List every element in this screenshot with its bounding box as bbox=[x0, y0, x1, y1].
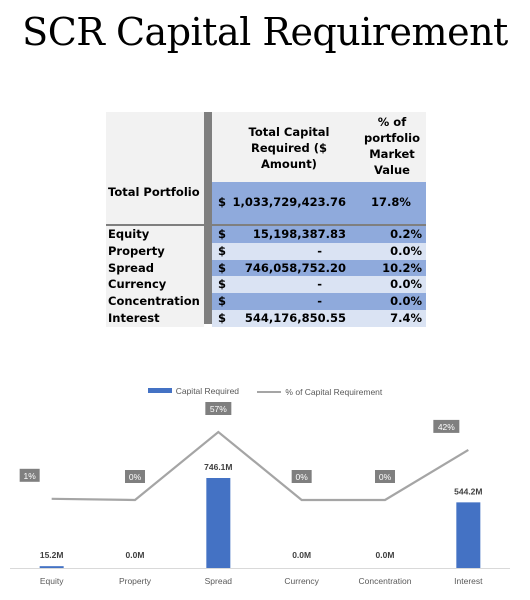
line-value-label: 0% bbox=[379, 472, 392, 482]
table-row-amount: 15,198,387.83 bbox=[252, 227, 346, 241]
category-label: Equity bbox=[40, 576, 64, 586]
line-value-label: 0% bbox=[296, 472, 309, 482]
table-row-amount: 746,058,752.20 bbox=[244, 260, 346, 275]
table-row-amount: - bbox=[317, 243, 322, 258]
line-label-box bbox=[375, 470, 395, 483]
table-row-label: Interest bbox=[108, 311, 160, 325]
line-label-box bbox=[125, 470, 145, 483]
line-label-box bbox=[433, 419, 460, 433]
table-row-label-bg bbox=[106, 259, 204, 277]
category-label: Interest bbox=[454, 576, 483, 586]
table-row-pct: 0.2% bbox=[390, 227, 422, 241]
total-pct: 17.8% bbox=[371, 195, 411, 209]
table-row-currency: $ bbox=[218, 277, 227, 292]
table-row-label: Equity bbox=[108, 227, 150, 241]
table-row-label: Spread bbox=[108, 260, 154, 275]
table-row-amount: 544,176,850.55 bbox=[244, 311, 346, 325]
table-row-currency: $ bbox=[218, 227, 227, 241]
table-row-pct: 0.0% bbox=[390, 294, 422, 309]
table-row-label-bg bbox=[106, 293, 204, 310]
category-label: Spread bbox=[205, 576, 233, 586]
table-row-bg bbox=[212, 259, 426, 277]
bar-value-label: 15.2M bbox=[40, 550, 64, 560]
table-row-label-bg bbox=[106, 242, 204, 260]
table-row-amount: - bbox=[317, 277, 322, 292]
legend-label-line: % of Capital Requirement bbox=[285, 387, 383, 397]
line-value-label: 0% bbox=[129, 472, 142, 482]
table-row-currency: $ bbox=[218, 260, 227, 275]
total-amount: 1,033,729,423.76 bbox=[232, 195, 347, 209]
bar-value-label: 0.0M bbox=[376, 550, 395, 560]
table-row-pct: 0.0% bbox=[390, 243, 422, 258]
legend-swatch-bar bbox=[147, 388, 172, 393]
line-label-box bbox=[19, 468, 40, 482]
table-row-label-bg bbox=[106, 226, 204, 243]
line-value-label: 57% bbox=[210, 404, 227, 414]
table-row-bg bbox=[212, 276, 426, 294]
table-row-bg bbox=[212, 293, 426, 310]
table-row-currency: $ bbox=[218, 294, 227, 309]
bar-interest bbox=[456, 502, 481, 568]
chart-legend: Capital Required % of Capital Requiremen… bbox=[0, 385, 530, 397]
legend-label-bar: Capital Required bbox=[175, 385, 240, 396]
table-header-bg bbox=[106, 112, 426, 182]
table-row-currency: $ bbox=[218, 243, 227, 258]
bar-value-label: 544.2M bbox=[454, 486, 482, 496]
line-label-box bbox=[291, 470, 312, 483]
bar-equity bbox=[39, 566, 64, 568]
total-label-bg bbox=[106, 182, 204, 224]
category-label: Concentration bbox=[359, 576, 412, 586]
table-horizontal-divider bbox=[106, 224, 426, 226]
table-row-amount: - bbox=[317, 294, 322, 309]
table-row-label-bg bbox=[106, 310, 204, 327]
bar-value-label: 0.0M bbox=[292, 550, 311, 560]
total-currency: $ bbox=[218, 195, 227, 209]
table-row-label: Concentration bbox=[108, 294, 200, 309]
page-title: SCR Capital Requirement bbox=[22, 10, 508, 54]
table-row-pct: 0.0% bbox=[390, 277, 422, 292]
table-row-label-bg bbox=[106, 276, 204, 294]
table-row-label: Property bbox=[108, 243, 165, 258]
table-row-currency: $ bbox=[218, 311, 227, 325]
table-row-pct: 7.4% bbox=[390, 311, 422, 325]
bar-spread bbox=[206, 478, 231, 568]
legend-item-line: % of Capital Requirement bbox=[257, 387, 382, 397]
bar-value-label: 746.1M bbox=[204, 462, 232, 472]
legend-swatch-line bbox=[257, 391, 282, 393]
header-pct-market-value: % of portfolio Market Value bbox=[364, 115, 420, 177]
line-label-box bbox=[205, 402, 232, 415]
total-portfolio-label: Total Portfolio bbox=[108, 185, 200, 199]
total-row-bg bbox=[212, 182, 426, 224]
category-label: Currency bbox=[284, 576, 319, 586]
table-row-bg bbox=[212, 310, 426, 327]
line-value-label: 1% bbox=[24, 471, 37, 481]
legend-item-bar: Capital Required bbox=[147, 385, 240, 396]
table-vertical-divider bbox=[204, 112, 212, 324]
pct-line bbox=[51, 430, 469, 502]
category-label: Property bbox=[119, 576, 152, 586]
header-capital-required: Total Capital Required ($ Amount) bbox=[248, 125, 330, 171]
capital-table: Total Capital Required ($ Amount) % of p… bbox=[106, 112, 426, 327]
table-row-label: Currency bbox=[108, 277, 167, 292]
bar-value-label: 0.0M bbox=[126, 550, 145, 560]
capital-chart: 15.2M 0.0M 746.1M 0.0M 0.0M 544.2M 1% 0% 57% 0% 0%… bbox=[10, 402, 510, 586]
line-value-label: 42% bbox=[438, 422, 455, 432]
table-row-bg bbox=[212, 226, 426, 243]
table-row-bg bbox=[212, 242, 426, 260]
table-row-pct: 10.2% bbox=[382, 260, 422, 275]
